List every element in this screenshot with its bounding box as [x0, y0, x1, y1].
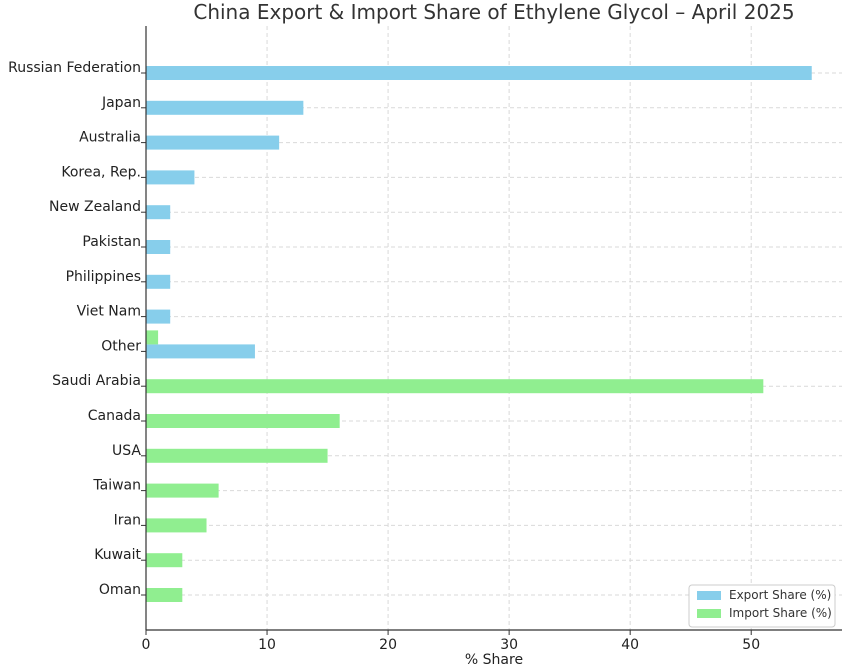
legend-frame: [688, 584, 836, 628]
x-tick-label: 10: [258, 637, 276, 653]
bar-export: [146, 170, 195, 185]
bar-import: [146, 379, 764, 394]
bar-import: [146, 483, 219, 498]
x-tick-label: 40: [621, 637, 639, 653]
bar-export: [146, 100, 304, 115]
bar-export: [146, 240, 171, 254]
y-tick-label: New Zealand: [49, 199, 141, 215]
legend-label-import: Import Share (%): [729, 606, 832, 620]
bar-export: [146, 344, 255, 359]
y-tick-label: Other: [101, 338, 141, 354]
x-tick-label: 30: [500, 637, 518, 653]
bar-export: [146, 274, 171, 289]
grid-layer: [145, 26, 842, 630]
x-tick-label: 20: [379, 637, 397, 653]
axes-layer: [141, 26, 842, 635]
y-tick-label: Russian Federation: [8, 60, 141, 76]
bar-import: [146, 553, 183, 568]
x-axis-label: % Share: [465, 652, 523, 668]
y-tick-label: Viet Nam: [77, 304, 141, 320]
y-tick-label: Iran: [114, 512, 141, 528]
bar-export: [146, 135, 280, 150]
bar-export: [146, 309, 171, 324]
bar-import: [146, 588, 183, 602]
y-tick-label: Taiwan: [92, 478, 141, 494]
bar-export: [146, 205, 171, 220]
bar-import: [146, 448, 328, 463]
legend-label-export: Export Share (%): [729, 588, 831, 602]
bar-import: [146, 330, 159, 345]
chart-title: China Export & Import Share of Ethylene …: [193, 0, 794, 24]
x-tick-label: 0: [142, 637, 151, 653]
y-tick-label: Oman: [99, 582, 141, 598]
y-tick-label: Australia: [79, 130, 141, 146]
bar-import: [146, 414, 340, 428]
x-tick-label: 50: [742, 637, 760, 653]
y-tick-label: Pakistan: [82, 234, 141, 250]
bars-layer: [146, 66, 812, 602]
legend: Export Share (%) Import Share (%): [688, 584, 836, 628]
bar-export: [146, 66, 812, 80]
legend-swatch-import: [697, 609, 721, 618]
y-tick-label: USA: [112, 443, 141, 459]
labels-layer: 0 10 20 30 40 50 Russian Federation Japan Austra…: [8, 60, 760, 653]
y-tick-label: Canada: [88, 408, 141, 424]
y-tick-label: Philippines: [66, 269, 141, 285]
legend-swatch-export: [697, 591, 721, 600]
bar-import: [146, 518, 207, 533]
y-tick-label: Kuwait: [94, 547, 141, 563]
y-tick-label: Saudi Arabia: [52, 373, 141, 389]
y-tick-label: Korea, Rep.: [61, 164, 141, 180]
y-tick-label: Japan: [101, 95, 141, 111]
